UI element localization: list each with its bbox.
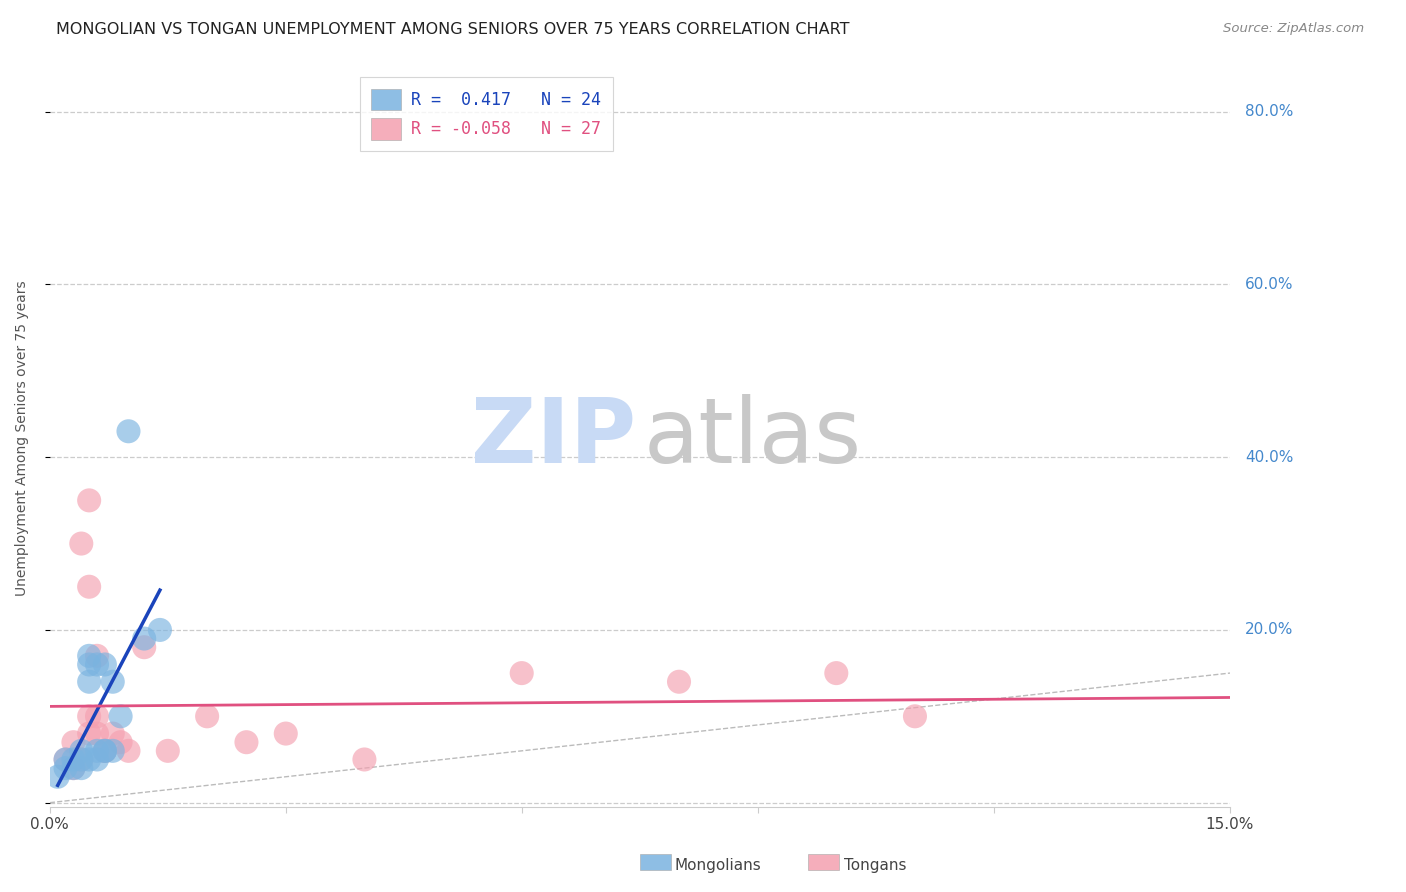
Text: 60.0%: 60.0% bbox=[1246, 277, 1294, 292]
Text: ZIP: ZIP bbox=[471, 393, 636, 482]
Text: 80.0%: 80.0% bbox=[1246, 104, 1294, 120]
Point bbox=[510, 666, 533, 681]
Point bbox=[110, 735, 132, 749]
Legend: R =  0.417   N = 24, R = -0.058   N = 27: R = 0.417 N = 24, R = -0.058 N = 27 bbox=[360, 77, 613, 152]
Point bbox=[77, 657, 100, 672]
Text: 40.0%: 40.0% bbox=[1246, 450, 1294, 465]
Point bbox=[94, 657, 117, 672]
Point bbox=[825, 666, 848, 681]
Point bbox=[195, 709, 218, 723]
Point bbox=[94, 744, 117, 758]
Point bbox=[77, 493, 100, 508]
Text: 20.0%: 20.0% bbox=[1246, 623, 1294, 638]
Point bbox=[235, 735, 257, 749]
Point bbox=[86, 657, 108, 672]
Point bbox=[70, 536, 93, 550]
Point bbox=[149, 623, 172, 637]
Point bbox=[86, 709, 108, 723]
Point bbox=[86, 648, 108, 663]
Point bbox=[77, 580, 100, 594]
Text: Tongans: Tongans bbox=[844, 858, 905, 872]
Point bbox=[94, 744, 117, 758]
Point bbox=[46, 770, 69, 784]
Point bbox=[117, 424, 139, 438]
Point bbox=[101, 744, 124, 758]
Point bbox=[70, 761, 93, 775]
Point bbox=[77, 648, 100, 663]
Point bbox=[55, 761, 77, 775]
Point bbox=[110, 709, 132, 723]
Point bbox=[86, 726, 108, 740]
Point bbox=[62, 761, 84, 775]
Point bbox=[70, 752, 93, 766]
Point bbox=[117, 744, 139, 758]
Point bbox=[101, 726, 124, 740]
Point bbox=[62, 735, 84, 749]
Point bbox=[70, 752, 93, 766]
Point bbox=[77, 726, 100, 740]
Point bbox=[353, 752, 375, 766]
Point bbox=[77, 674, 100, 689]
Point bbox=[101, 674, 124, 689]
Point bbox=[62, 761, 84, 775]
Point bbox=[55, 752, 77, 766]
Point bbox=[134, 640, 156, 655]
Point bbox=[55, 752, 77, 766]
Point bbox=[86, 752, 108, 766]
Text: Source: ZipAtlas.com: Source: ZipAtlas.com bbox=[1223, 22, 1364, 36]
Text: atlas: atlas bbox=[643, 393, 862, 482]
Point bbox=[134, 632, 156, 646]
Point bbox=[904, 709, 927, 723]
Text: Mongolians: Mongolians bbox=[675, 858, 762, 872]
Point bbox=[77, 752, 100, 766]
Point bbox=[62, 752, 84, 766]
Text: MONGOLIAN VS TONGAN UNEMPLOYMENT AMONG SENIORS OVER 75 YEARS CORRELATION CHART: MONGOLIAN VS TONGAN UNEMPLOYMENT AMONG S… bbox=[56, 22, 849, 37]
Point bbox=[86, 744, 108, 758]
Point bbox=[668, 674, 690, 689]
Point bbox=[70, 744, 93, 758]
Point bbox=[94, 744, 117, 758]
Point bbox=[77, 709, 100, 723]
Point bbox=[274, 726, 297, 740]
Y-axis label: Unemployment Among Seniors over 75 years: Unemployment Among Seniors over 75 years bbox=[15, 280, 30, 596]
Point bbox=[156, 744, 179, 758]
Point bbox=[94, 744, 117, 758]
